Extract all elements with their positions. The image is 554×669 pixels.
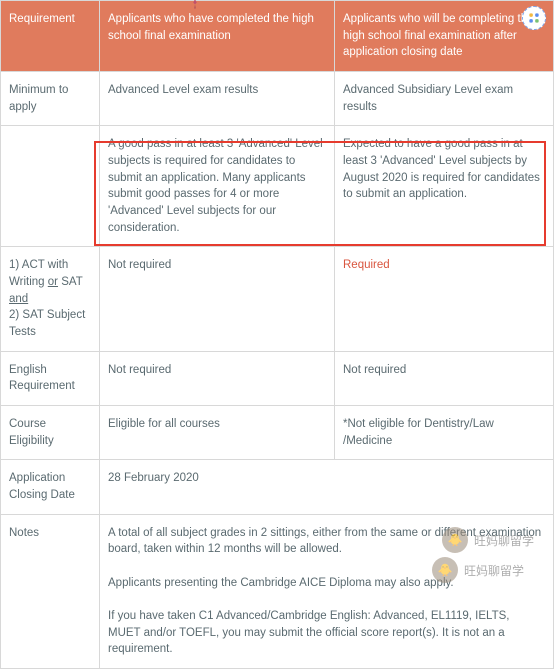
cell-min-apply-completed: Advanced Level exam results bbox=[100, 72, 335, 125]
cell-closing: 28 February 2020 bbox=[100, 460, 553, 513]
header-completed: Applicants who have completed the high s… bbox=[100, 1, 335, 71]
row-english: English Requirement Not required Not req… bbox=[1, 352, 553, 406]
label-notes: Notes bbox=[1, 515, 100, 668]
label-tests-or: or bbox=[48, 276, 58, 288]
header-requirement: Requirement bbox=[1, 1, 100, 71]
label-tests-line2: 2) SAT Subject Tests bbox=[9, 309, 85, 338]
cell-detail-completed: A good pass in at least 3 'Advanced' Lev… bbox=[100, 126, 335, 246]
cell-course-completed: Eligible for all courses bbox=[100, 406, 335, 459]
cell-english-completed: Not required bbox=[100, 352, 335, 405]
row-closing: Application Closing Date 28 February 202… bbox=[1, 460, 553, 514]
label-closing: Application Closing Date bbox=[1, 460, 100, 513]
label-tests-and: and bbox=[9, 293, 28, 305]
table-header-row: Requirement Applicants who have complete… bbox=[1, 1, 553, 72]
watermark-text: 旺妈聊留学 bbox=[474, 532, 534, 549]
notes-p3: If you have taken C1 Advanced/Cambridge … bbox=[108, 608, 545, 658]
cell-course-completing: *Not eligible for Dentistry/Law /Medicin… bbox=[335, 406, 553, 459]
cell-english-completing: Not required bbox=[335, 352, 553, 405]
row-course: Course Eligibility Eligible for all cour… bbox=[1, 406, 553, 460]
cell-tests-completing: Required bbox=[335, 247, 553, 350]
watermark-2: 🐥 旺妈聊留学 bbox=[432, 557, 524, 583]
label-course: Course Eligibility bbox=[1, 406, 100, 459]
watermark-1: 🐥 旺妈聊留学 bbox=[442, 527, 534, 553]
cell-min-apply-completing: Advanced Subsidiary Level exam results bbox=[335, 72, 553, 125]
header-completing: Applicants who will be completing the hi… bbox=[335, 1, 553, 71]
row-tests: 1) ACT with Writing or SAT and 2) SAT Su… bbox=[1, 247, 553, 351]
label-blank bbox=[1, 126, 100, 246]
label-minimum-apply: Minimum to apply bbox=[1, 72, 100, 125]
row-minimum-apply: Minimum to apply Advanced Level exam res… bbox=[1, 72, 553, 126]
pin-icon bbox=[188, 0, 202, 12]
notes-p3a: If you have taken C1 Advanced/Cambridge … bbox=[108, 610, 509, 639]
label-tests-line1b: SAT bbox=[58, 276, 83, 288]
lens-icon[interactable] bbox=[522, 6, 546, 30]
label-tests: 1) ACT with Writing or SAT and 2) SAT Su… bbox=[1, 247, 100, 350]
cell-tests-completed: Not required bbox=[100, 247, 335, 350]
row-minimum-apply-detail: A good pass in at least 3 'Advanced' Lev… bbox=[1, 126, 553, 247]
watermark-text-2: 旺妈聊留学 bbox=[464, 562, 524, 579]
watermark-icon-2: 🐥 bbox=[432, 557, 458, 583]
watermark-icon: 🐥 bbox=[442, 527, 468, 553]
cell-detail-completing: Expected to have a good pass in at least… bbox=[335, 126, 553, 246]
notes-p3b: requirement. bbox=[108, 643, 173, 655]
label-english: English Requirement bbox=[1, 352, 100, 405]
